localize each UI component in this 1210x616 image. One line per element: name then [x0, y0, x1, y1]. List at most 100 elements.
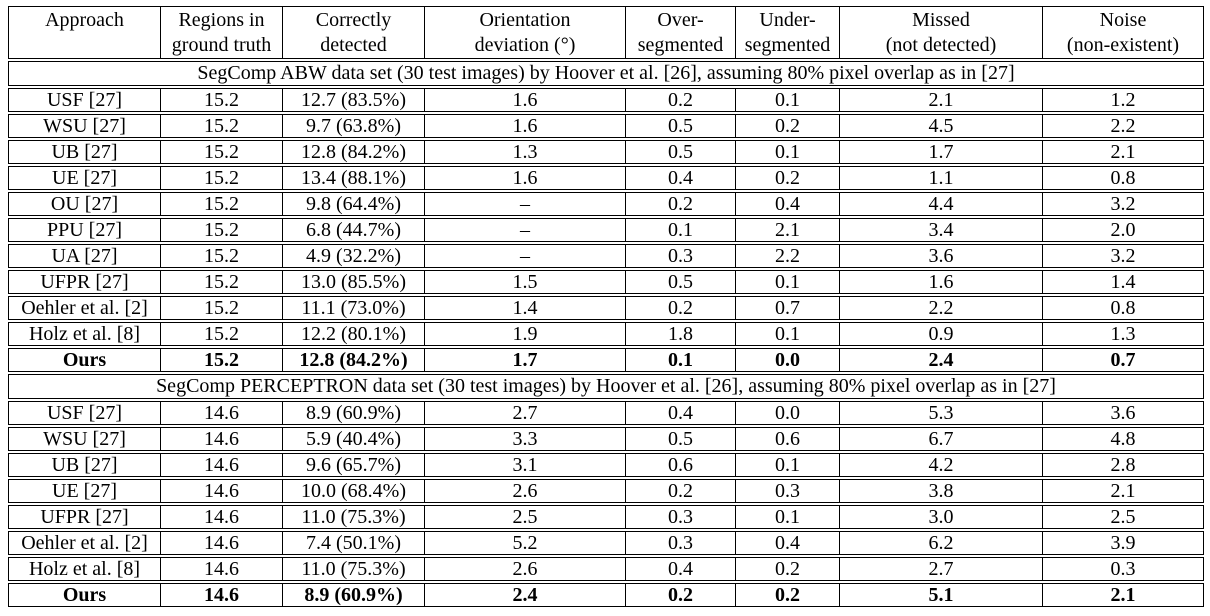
column-header-line2: (non-existent) — [1066, 34, 1180, 56]
column-header-6: Missed (not detected) — [840, 6, 1043, 59]
value-cell: 0.6 — [626, 453, 736, 477]
value-cell: 0.1 — [626, 348, 736, 372]
value-cell: 12.2 (80.1%) — [283, 322, 425, 346]
table-row: WSU [27] 15.2 9.7 (63.8%) 1.6 0.5 0.2 4.5 2.2 — [8, 114, 1204, 138]
value-cell: 3.8 — [840, 479, 1043, 503]
value-cell: – — [425, 192, 626, 216]
value-cell: 0.7 — [736, 296, 840, 320]
value-cell: 14.6 — [161, 557, 283, 581]
value-cell: 1.4 — [1043, 270, 1204, 294]
value-cell: 6.2 — [840, 531, 1043, 555]
value-cell: 6.8 (44.7%) — [283, 218, 425, 242]
value-cell: 11.0 (75.3%) — [283, 505, 425, 529]
value-cell: 5.3 — [840, 401, 1043, 425]
column-header-2: Correctly detected — [283, 6, 425, 59]
value-cell: 0.2 — [626, 192, 736, 216]
column-header-4: Over-segmented — [626, 6, 736, 59]
value-cell: 14.6 — [161, 479, 283, 503]
value-cell: – — [425, 218, 626, 242]
value-cell: 1.6 — [425, 114, 626, 138]
value-cell: 0.3 — [626, 244, 736, 268]
table-row: UFPR [27] 15.2 13.0 (85.5%) 1.5 0.5 0.1 1.6 1.4 — [8, 270, 1204, 294]
table-row: WSU [27] 14.6 5.9 (40.4%) 3.3 0.5 0.6 6.7 4.8 — [8, 427, 1204, 451]
value-cell: 0.2 — [626, 88, 736, 112]
value-cell: 0.3 — [626, 531, 736, 555]
column-header-line2: (not detected) — [885, 34, 997, 56]
value-cell: 2.0 — [1043, 218, 1204, 242]
value-cell: 0.3 — [626, 505, 736, 529]
value-cell: 11.1 (73.0%) — [283, 296, 425, 320]
approach-cell: UFPR [27] — [8, 505, 161, 529]
value-cell: 15.2 — [161, 270, 283, 294]
approach-cell: USF [27] — [8, 401, 161, 425]
value-cell: 0.1 — [736, 322, 840, 346]
approach-cell: Oehler et al. [2] — [8, 296, 161, 320]
value-cell: 12.8 (84.2%) — [283, 140, 425, 164]
value-cell: 0.2 — [736, 166, 840, 190]
value-cell: 1.7 — [840, 140, 1043, 164]
value-cell: 2.7 — [425, 401, 626, 425]
value-cell: 1.8 — [626, 322, 736, 346]
value-cell: 0.2 — [736, 557, 840, 581]
value-cell: 4.8 — [1043, 427, 1204, 451]
table-row: Holz et al. [8] 15.2 12.2 (80.1%) 1.9 1.8 0.1… — [8, 322, 1204, 346]
column-header-3: Orientation deviation (°) — [425, 6, 626, 59]
table-row: UE [27] 14.6 10.0 (68.4%) 2.6 0.2 0.3 3.8 2.1 — [8, 479, 1204, 503]
header-row: Approach Regions in ground truth Correctly d… — [8, 6, 1204, 59]
column-header-line2: detected — [320, 34, 387, 56]
column-header-line2: segmented — [637, 34, 724, 56]
table-row: UE [27] 15.2 13.4 (88.1%) 1.6 0.4 0.2 1.1 0.8 — [8, 166, 1204, 190]
approach-cell: Ours — [8, 348, 161, 372]
table-row: UA [27] 15.2 4.9 (32.2%) –0.3 2.2 3.6 3.2 — [8, 244, 1204, 268]
value-cell: 4.9 (32.2%) — [283, 244, 425, 268]
value-cell: 0.4 — [736, 192, 840, 216]
value-cell: 0.9 — [840, 322, 1043, 346]
value-cell: 3.4 — [840, 218, 1043, 242]
column-header-line1: Missed — [912, 9, 970, 31]
column-header-line1: Orientation — [479, 9, 571, 31]
value-cell: 0.4 — [736, 531, 840, 555]
value-cell: 12.7 (83.5%) — [283, 88, 425, 112]
table-header: Approach Regions in ground truth Correctly d… — [8, 6, 1204, 59]
table-row: USF [27] 14.6 8.9 (60.9%) 2.7 0.4 0.0 5.3 3.6 — [8, 401, 1204, 425]
value-cell: 9.6 (65.7%) — [283, 453, 425, 477]
value-cell: 1.4 — [425, 296, 626, 320]
value-cell: 13.0 (85.5%) — [283, 270, 425, 294]
value-cell: 13.4 (88.1%) — [283, 166, 425, 190]
section-title: SegComp ABW data set (30 test images) by… — [8, 61, 1204, 86]
value-cell: 15.2 — [161, 140, 283, 164]
column-header-line1: Correctly — [315, 9, 392, 31]
value-cell: 1.2 — [1043, 88, 1204, 112]
value-cell: 0.8 — [1043, 166, 1204, 190]
value-cell: 0.3 — [736, 479, 840, 503]
column-header-7: Noise (non-existent) — [1043, 6, 1204, 59]
value-cell: 2.1 — [1043, 479, 1204, 503]
approach-cell: WSU [27] — [8, 427, 161, 451]
value-cell: 0.2 — [626, 296, 736, 320]
value-cell: 1.6 — [425, 166, 626, 190]
value-cell: 0.4 — [626, 557, 736, 581]
table-row: Oehler et al. [2] 14.6 7.4 (50.1%) 5.2 0.3 0.… — [8, 531, 1204, 555]
value-cell: 3.6 — [840, 244, 1043, 268]
value-cell: 0.0 — [736, 348, 840, 372]
approach-cell: OU [27] — [8, 192, 161, 216]
section-title: SegComp PERCEPTRON data set (30 test ima… — [8, 374, 1204, 399]
approach-cell: Holz et al. [8] — [8, 322, 161, 346]
value-cell: 0.1 — [736, 505, 840, 529]
value-cell: 1.1 — [840, 166, 1043, 190]
value-cell: 4.4 — [840, 192, 1043, 216]
value-cell: 0.1 — [736, 140, 840, 164]
value-cell: 0.5 — [626, 140, 736, 164]
column-header-5: Under-segmented — [736, 6, 840, 59]
value-cell: 14.6 — [161, 427, 283, 451]
value-cell: 0.6 — [736, 427, 840, 451]
value-cell: 1.3 — [1043, 322, 1204, 346]
value-cell: 8.9 (60.9%) — [283, 583, 425, 607]
table-row: UB [27] 15.2 12.8 (84.2%) 1.3 0.5 0.1 1.7 2.1 — [8, 140, 1204, 164]
value-cell: 11.0 (75.3%) — [283, 557, 425, 581]
value-cell: 15.2 — [161, 218, 283, 242]
value-cell: 2.2 — [840, 296, 1043, 320]
column-header-line2: deviation (°) — [474, 34, 576, 56]
value-cell: 2.6 — [425, 557, 626, 581]
